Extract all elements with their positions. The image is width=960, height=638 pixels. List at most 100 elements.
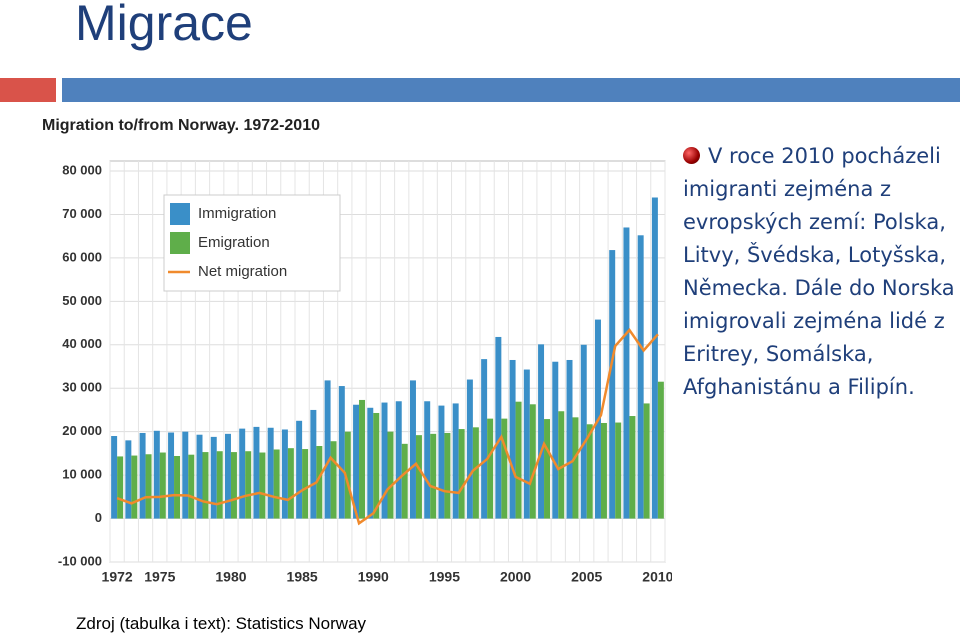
x-tick-label: 1985: [287, 569, 318, 585]
bullet-text: V roce 2010 pocházeli imigranti zejména …: [683, 144, 955, 399]
x-tick-label: 2010: [642, 569, 672, 585]
bar: [580, 344, 587, 519]
bar: [281, 429, 288, 519]
y-tick-label: 40 000: [62, 336, 102, 351]
bar: [538, 344, 545, 519]
bar: [657, 381, 664, 519]
bar: [202, 452, 209, 519]
bar: [586, 424, 593, 519]
bar: [296, 420, 303, 519]
bar: [267, 427, 274, 519]
bar: [637, 235, 644, 519]
bar: [344, 431, 351, 519]
bar: [529, 404, 536, 519]
x-tick-label: 1972: [102, 569, 133, 585]
bar: [600, 422, 607, 519]
y-tick-label: 30 000: [62, 380, 102, 395]
bar: [609, 250, 616, 519]
bar: [253, 426, 260, 519]
bar: [395, 401, 402, 519]
y-tick-label: -10 000: [58, 553, 102, 568]
bar: [245, 451, 252, 519]
bar: [324, 380, 331, 519]
bar: [523, 369, 530, 519]
chart: Migration to/from Norway. 1972-2010 -10 …: [42, 117, 672, 585]
bar: [125, 440, 132, 519]
bar: [430, 433, 437, 519]
bar: [338, 386, 345, 519]
bar: [629, 416, 636, 519]
bar: [444, 432, 451, 519]
bar: [196, 434, 203, 519]
bar: [131, 455, 138, 519]
bar: [458, 429, 465, 519]
legend-label: Emigration: [198, 234, 270, 251]
bar: [495, 336, 502, 519]
bar: [353, 404, 360, 519]
x-tick-label: 1990: [358, 569, 389, 585]
bar: [643, 403, 650, 519]
x-tick-label: 1975: [144, 569, 175, 585]
bar: [415, 435, 422, 519]
bar: [153, 430, 160, 519]
bar: [287, 448, 294, 519]
bar: [117, 456, 124, 519]
bar: [381, 402, 388, 519]
bar: [401, 443, 408, 519]
bar: [572, 417, 579, 519]
y-tick-label: 70 000: [62, 206, 102, 221]
x-tick-label: 2005: [571, 569, 602, 585]
bar: [230, 452, 237, 519]
legend-label: Immigration: [198, 205, 276, 222]
bar: [210, 436, 217, 519]
bar: [566, 359, 573, 519]
y-tick-label: 50 000: [62, 293, 102, 308]
header-bar: [62, 78, 960, 102]
bullet-icon: [683, 147, 700, 164]
bar: [438, 405, 445, 519]
bar: [273, 449, 280, 519]
chart-title: Migration to/from Norway. 1972-2010: [42, 117, 320, 134]
legend-swatch: [170, 232, 190, 254]
y-tick-label: 20 000: [62, 423, 102, 438]
bullet-point: V roce 2010 pocházeli imigranti zejména …: [683, 140, 955, 404]
bar: [216, 451, 223, 519]
bar: [501, 418, 508, 519]
source-note: Zdroj (tabulka i text): Statistics Norwa…: [76, 614, 367, 633]
slide-title: Migrace: [75, 0, 253, 51]
bar: [159, 452, 166, 519]
bar: [487, 418, 494, 519]
bar: [239, 428, 246, 519]
bar: [509, 359, 516, 519]
bar: [310, 409, 317, 519]
legend-swatch: [170, 203, 190, 225]
y-tick-label: 10 000: [62, 467, 102, 482]
bar: [174, 455, 181, 519]
bar: [558, 411, 565, 519]
x-tick-label: 1995: [429, 569, 460, 585]
bar: [316, 446, 323, 519]
bar: [111, 436, 118, 519]
bar: [224, 433, 231, 519]
bar: [302, 449, 309, 519]
bar: [182, 431, 189, 519]
bar: [359, 399, 366, 519]
bar: [515, 401, 522, 519]
bar: [259, 452, 266, 519]
bar: [544, 419, 551, 519]
bar: [367, 407, 374, 519]
x-tick-label: 2000: [500, 569, 531, 585]
accent-bar: [0, 78, 56, 102]
net-line: [116, 327, 659, 526]
bar: [466, 379, 473, 519]
bar: [424, 401, 431, 519]
bar: [139, 432, 146, 519]
bar: [452, 403, 459, 519]
bar: [615, 422, 622, 519]
bar: [373, 412, 380, 519]
bar: [481, 359, 488, 519]
bar: [552, 361, 559, 519]
y-tick-label: 0: [95, 510, 102, 525]
bar: [409, 380, 416, 519]
